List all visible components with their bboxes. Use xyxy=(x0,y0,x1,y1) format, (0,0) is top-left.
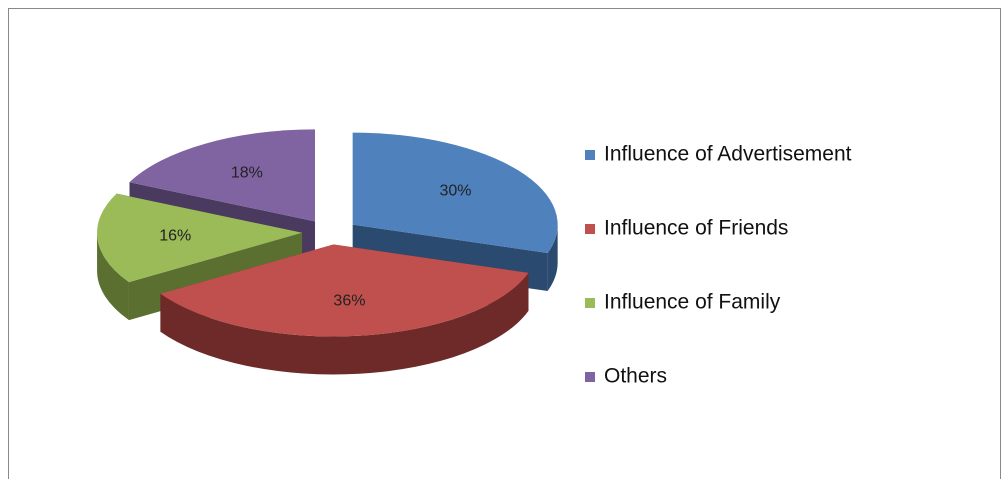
legend-label: Influence of Friends xyxy=(604,217,788,240)
slice: 36% xyxy=(160,244,529,375)
slice-top xyxy=(160,244,529,337)
legend-label: Influence of Advertisement xyxy=(604,143,852,166)
data-label: 16% xyxy=(159,228,191,245)
slice-wall xyxy=(160,272,529,375)
legend-label: Influence of Family xyxy=(604,291,781,314)
chart-border xyxy=(8,8,1001,479)
data-label: 18% xyxy=(231,164,263,181)
slice-top xyxy=(352,132,558,254)
legend-swatch xyxy=(585,224,595,234)
data-label: 36% xyxy=(333,292,365,309)
slice-top xyxy=(97,193,303,283)
slice: 16% xyxy=(97,193,303,321)
data-label: 30% xyxy=(439,182,471,199)
slice-wall xyxy=(547,224,558,292)
legend-swatch xyxy=(585,298,595,308)
slice-top xyxy=(129,129,315,222)
legend-swatch xyxy=(585,150,595,160)
legend-label: Others xyxy=(604,365,667,388)
legend-swatch xyxy=(585,372,595,382)
slice-wall xyxy=(97,232,129,321)
